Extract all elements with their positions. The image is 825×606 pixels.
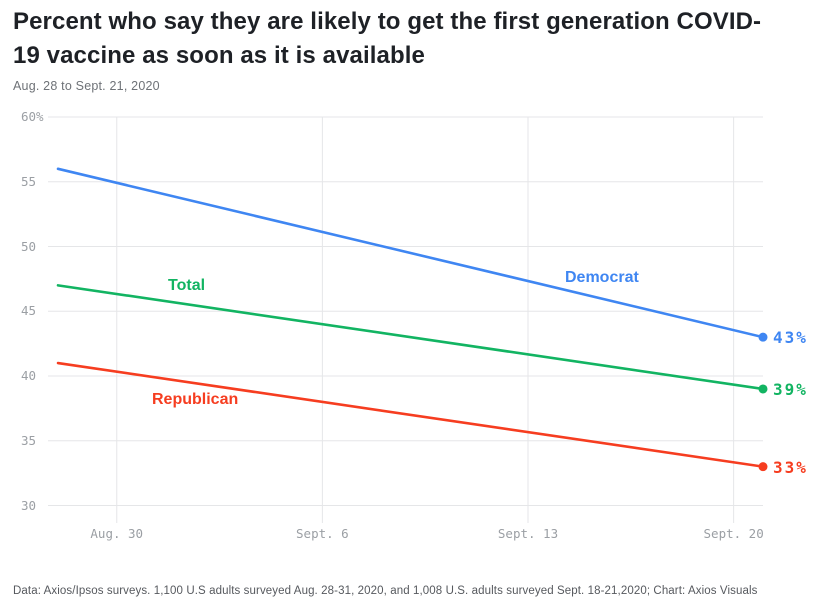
- series-label-democrat: Democrat: [565, 269, 639, 286]
- series-value-label-republican: 33%: [773, 457, 808, 477]
- series-line-total: [56, 284, 765, 391]
- series-label-total: Total: [168, 277, 206, 294]
- y-axis-tick-label: 55: [21, 173, 37, 189]
- y-axis-tick-label: 35: [21, 432, 37, 448]
- x-axis-tick-label: Sept. 13: [497, 526, 559, 541]
- x-axis-tick-label: Aug. 30: [90, 526, 144, 541]
- x-axis-tick-label: Sept. 20: [703, 526, 764, 541]
- y-axis-tick-label: 45: [21, 303, 37, 319]
- y-axis-tick-label: 30: [21, 497, 37, 513]
- chart-subtitle: Aug. 28 to Sept. 21, 2020: [13, 79, 160, 93]
- series-value-label-democrat: 43%: [773, 328, 808, 348]
- y-axis-tick-label: 40: [21, 368, 37, 383]
- source-credit: Data: Axios/Ipsos surveys. 1,100 U.S adu…: [13, 585, 758, 597]
- series-value-label-total: 39%: [773, 379, 808, 399]
- series-line-democrat: [56, 167, 765, 339]
- series-endpoint-dot-total: [758, 384, 768, 394]
- series-endpoint-dot-republican: [758, 462, 768, 472]
- y-axis-tick-label: 60%: [21, 109, 44, 124]
- x-axis-tick-label: Sept. 6: [296, 526, 349, 541]
- y-axis-tick-label: 50: [21, 238, 37, 254]
- series-label-republican: Republican: [152, 391, 239, 408]
- series-endpoint-dot-democrat: [758, 332, 768, 342]
- chart-title: Percent who say they are likely to get t…: [13, 8, 762, 69]
- series-line-republican: [56, 361, 765, 468]
